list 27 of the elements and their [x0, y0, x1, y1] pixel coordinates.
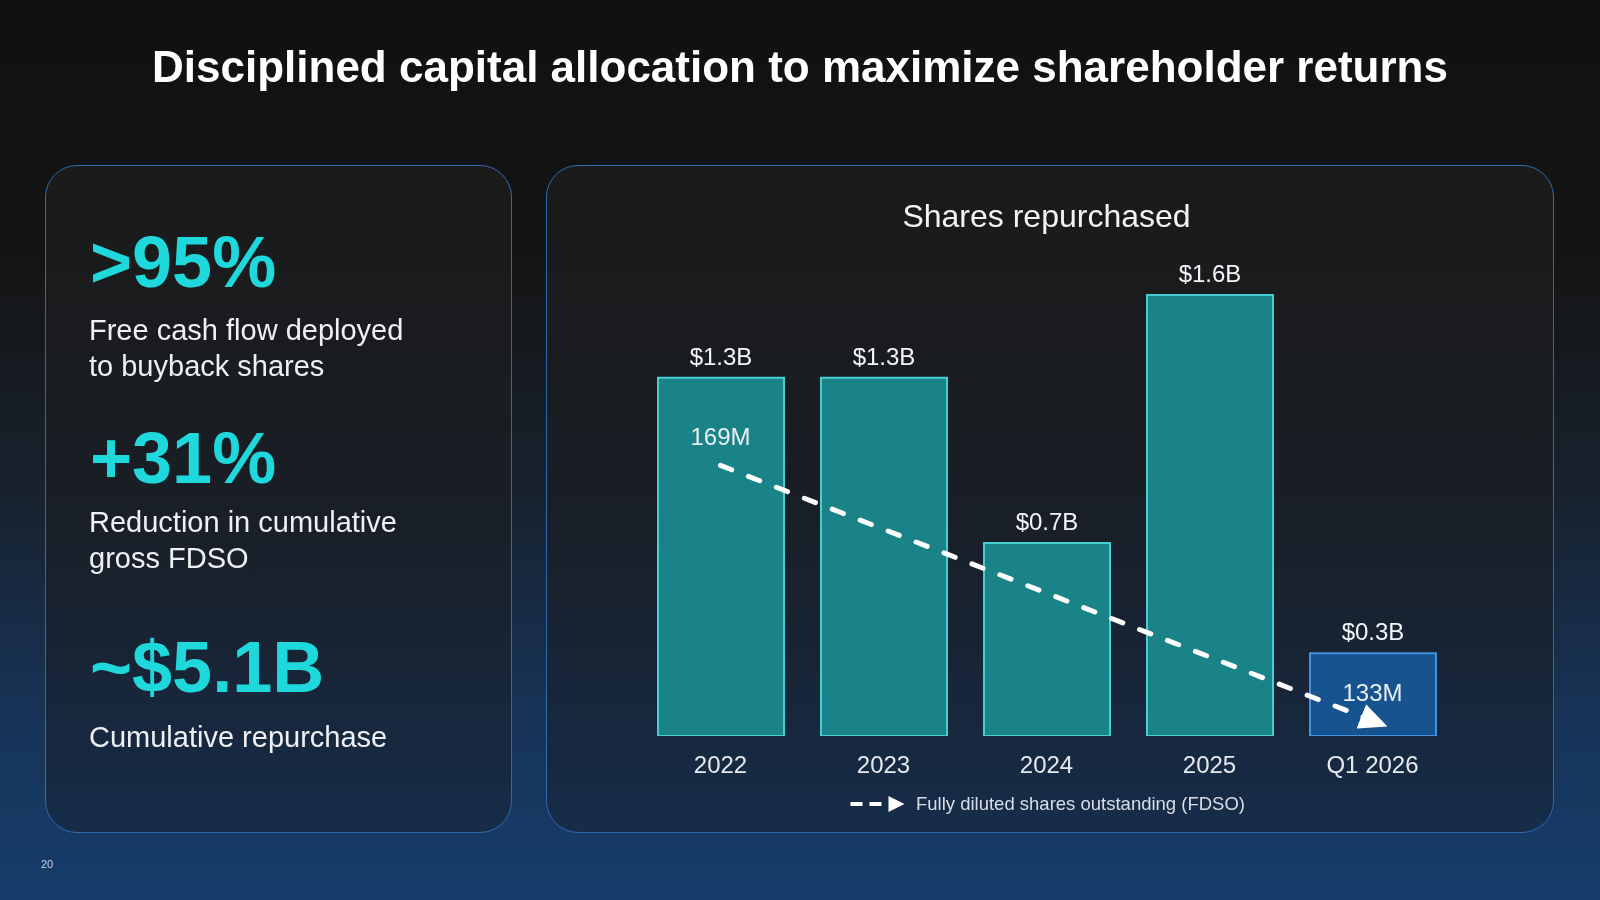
x-tick-label: 2022: [693, 751, 748, 779]
data-label: $1.3B: [689, 342, 753, 370]
data-label: 169M: [690, 423, 751, 451]
text: ~$5.1B: [90, 627, 325, 707]
text: 20: [41, 858, 54, 871]
data-label: $0.3B: [1341, 618, 1405, 646]
bar: [820, 376, 948, 736]
text: Free cash flow deployed to buyback shares: [89, 313, 405, 384]
legend-label: Fully diluted shares outstanding (FDSO): [915, 793, 1246, 815]
chart-title: Shares repurchased: [901, 197, 1192, 235]
text: Disciplined capital allocation to maximize shareholder returns: [151, 41, 1449, 93]
bar: [983, 542, 1111, 736]
bar: [657, 376, 785, 736]
bar: [1146, 294, 1274, 736]
x-tick-label: 2024: [1019, 751, 1074, 779]
data-label: 133M: [1342, 678, 1403, 706]
bar: [1309, 652, 1437, 736]
x-tick-label: Q1 2026: [1326, 751, 1419, 779]
x-tick-label: 2025: [1182, 751, 1237, 779]
data-label: $1.6B: [1178, 260, 1242, 288]
data-label: $0.7B: [1015, 508, 1079, 536]
text: Reduction in cumulative gross FDSO: [89, 505, 398, 576]
text: Cumulative repurchase: [89, 720, 389, 755]
text: +31%: [90, 418, 277, 498]
data-label: $1.3B: [852, 342, 916, 370]
x-tick-label: 2023: [856, 751, 911, 779]
text: >95%: [90, 222, 277, 302]
